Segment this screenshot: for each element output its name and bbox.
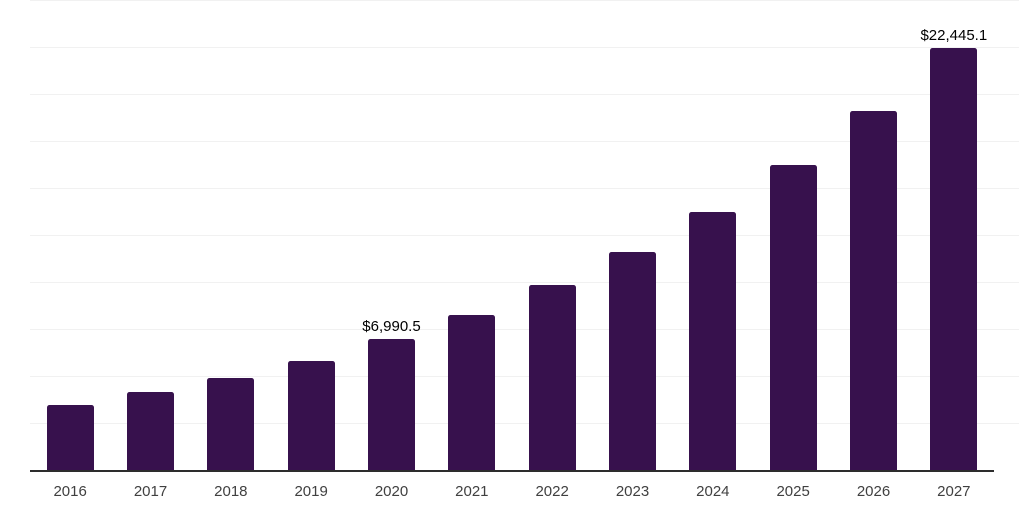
gridline bbox=[30, 94, 1019, 95]
bar-2022 bbox=[528, 285, 576, 470]
x-tick-label-2020: 2020 bbox=[374, 483, 409, 500]
gridline bbox=[30, 329, 1019, 330]
gridline bbox=[30, 141, 1019, 142]
data-label-2020: $6,990.5 bbox=[362, 317, 421, 335]
x-tick-label-2021: 2021 bbox=[455, 483, 489, 500]
bar-2025 bbox=[769, 164, 817, 470]
bar-2017 bbox=[127, 392, 174, 470]
bar-2027 bbox=[930, 48, 978, 470]
bar-2016 bbox=[46, 405, 94, 470]
x-tick-label-2016: 2016 bbox=[53, 483, 87, 500]
bar-2024 bbox=[689, 212, 737, 470]
x-tick-label-2023: 2023 bbox=[615, 483, 650, 500]
plot-area: $6,990.5 $22,445.1 bbox=[30, 0, 1019, 472]
gridline bbox=[30, 0, 1019, 1]
x-tick-label-2022: 2022 bbox=[535, 483, 569, 500]
bar-2018 bbox=[207, 378, 255, 470]
bar-2021 bbox=[448, 314, 496, 470]
gridline bbox=[30, 235, 1019, 236]
x-tick-label-2017: 2017 bbox=[133, 483, 168, 500]
x-tick-label-2018: 2018 bbox=[214, 483, 248, 500]
bar-2023 bbox=[609, 251, 656, 470]
gridline bbox=[30, 47, 1019, 48]
gridline bbox=[30, 282, 1019, 283]
gridline bbox=[30, 423, 1019, 424]
data-label-2027: $22,445.1 bbox=[920, 27, 988, 45]
x-tick-label-2024: 2024 bbox=[696, 483, 730, 500]
x-tick-label-2026: 2026 bbox=[856, 483, 891, 500]
bar-2019 bbox=[287, 360, 335, 470]
gridline bbox=[30, 376, 1019, 377]
x-tick-label-2027: 2027 bbox=[937, 483, 971, 500]
x-tick-label-2025: 2025 bbox=[776, 483, 810, 500]
x-tick-label-2019: 2019 bbox=[294, 483, 328, 500]
bar-2026 bbox=[850, 110, 897, 470]
bar-2020 bbox=[368, 338, 415, 470]
x-axis: 2016 2017 2018 2019 2020 2021 2022 2023 2024 2025… bbox=[30, 484, 994, 506]
gridline bbox=[30, 188, 1019, 189]
